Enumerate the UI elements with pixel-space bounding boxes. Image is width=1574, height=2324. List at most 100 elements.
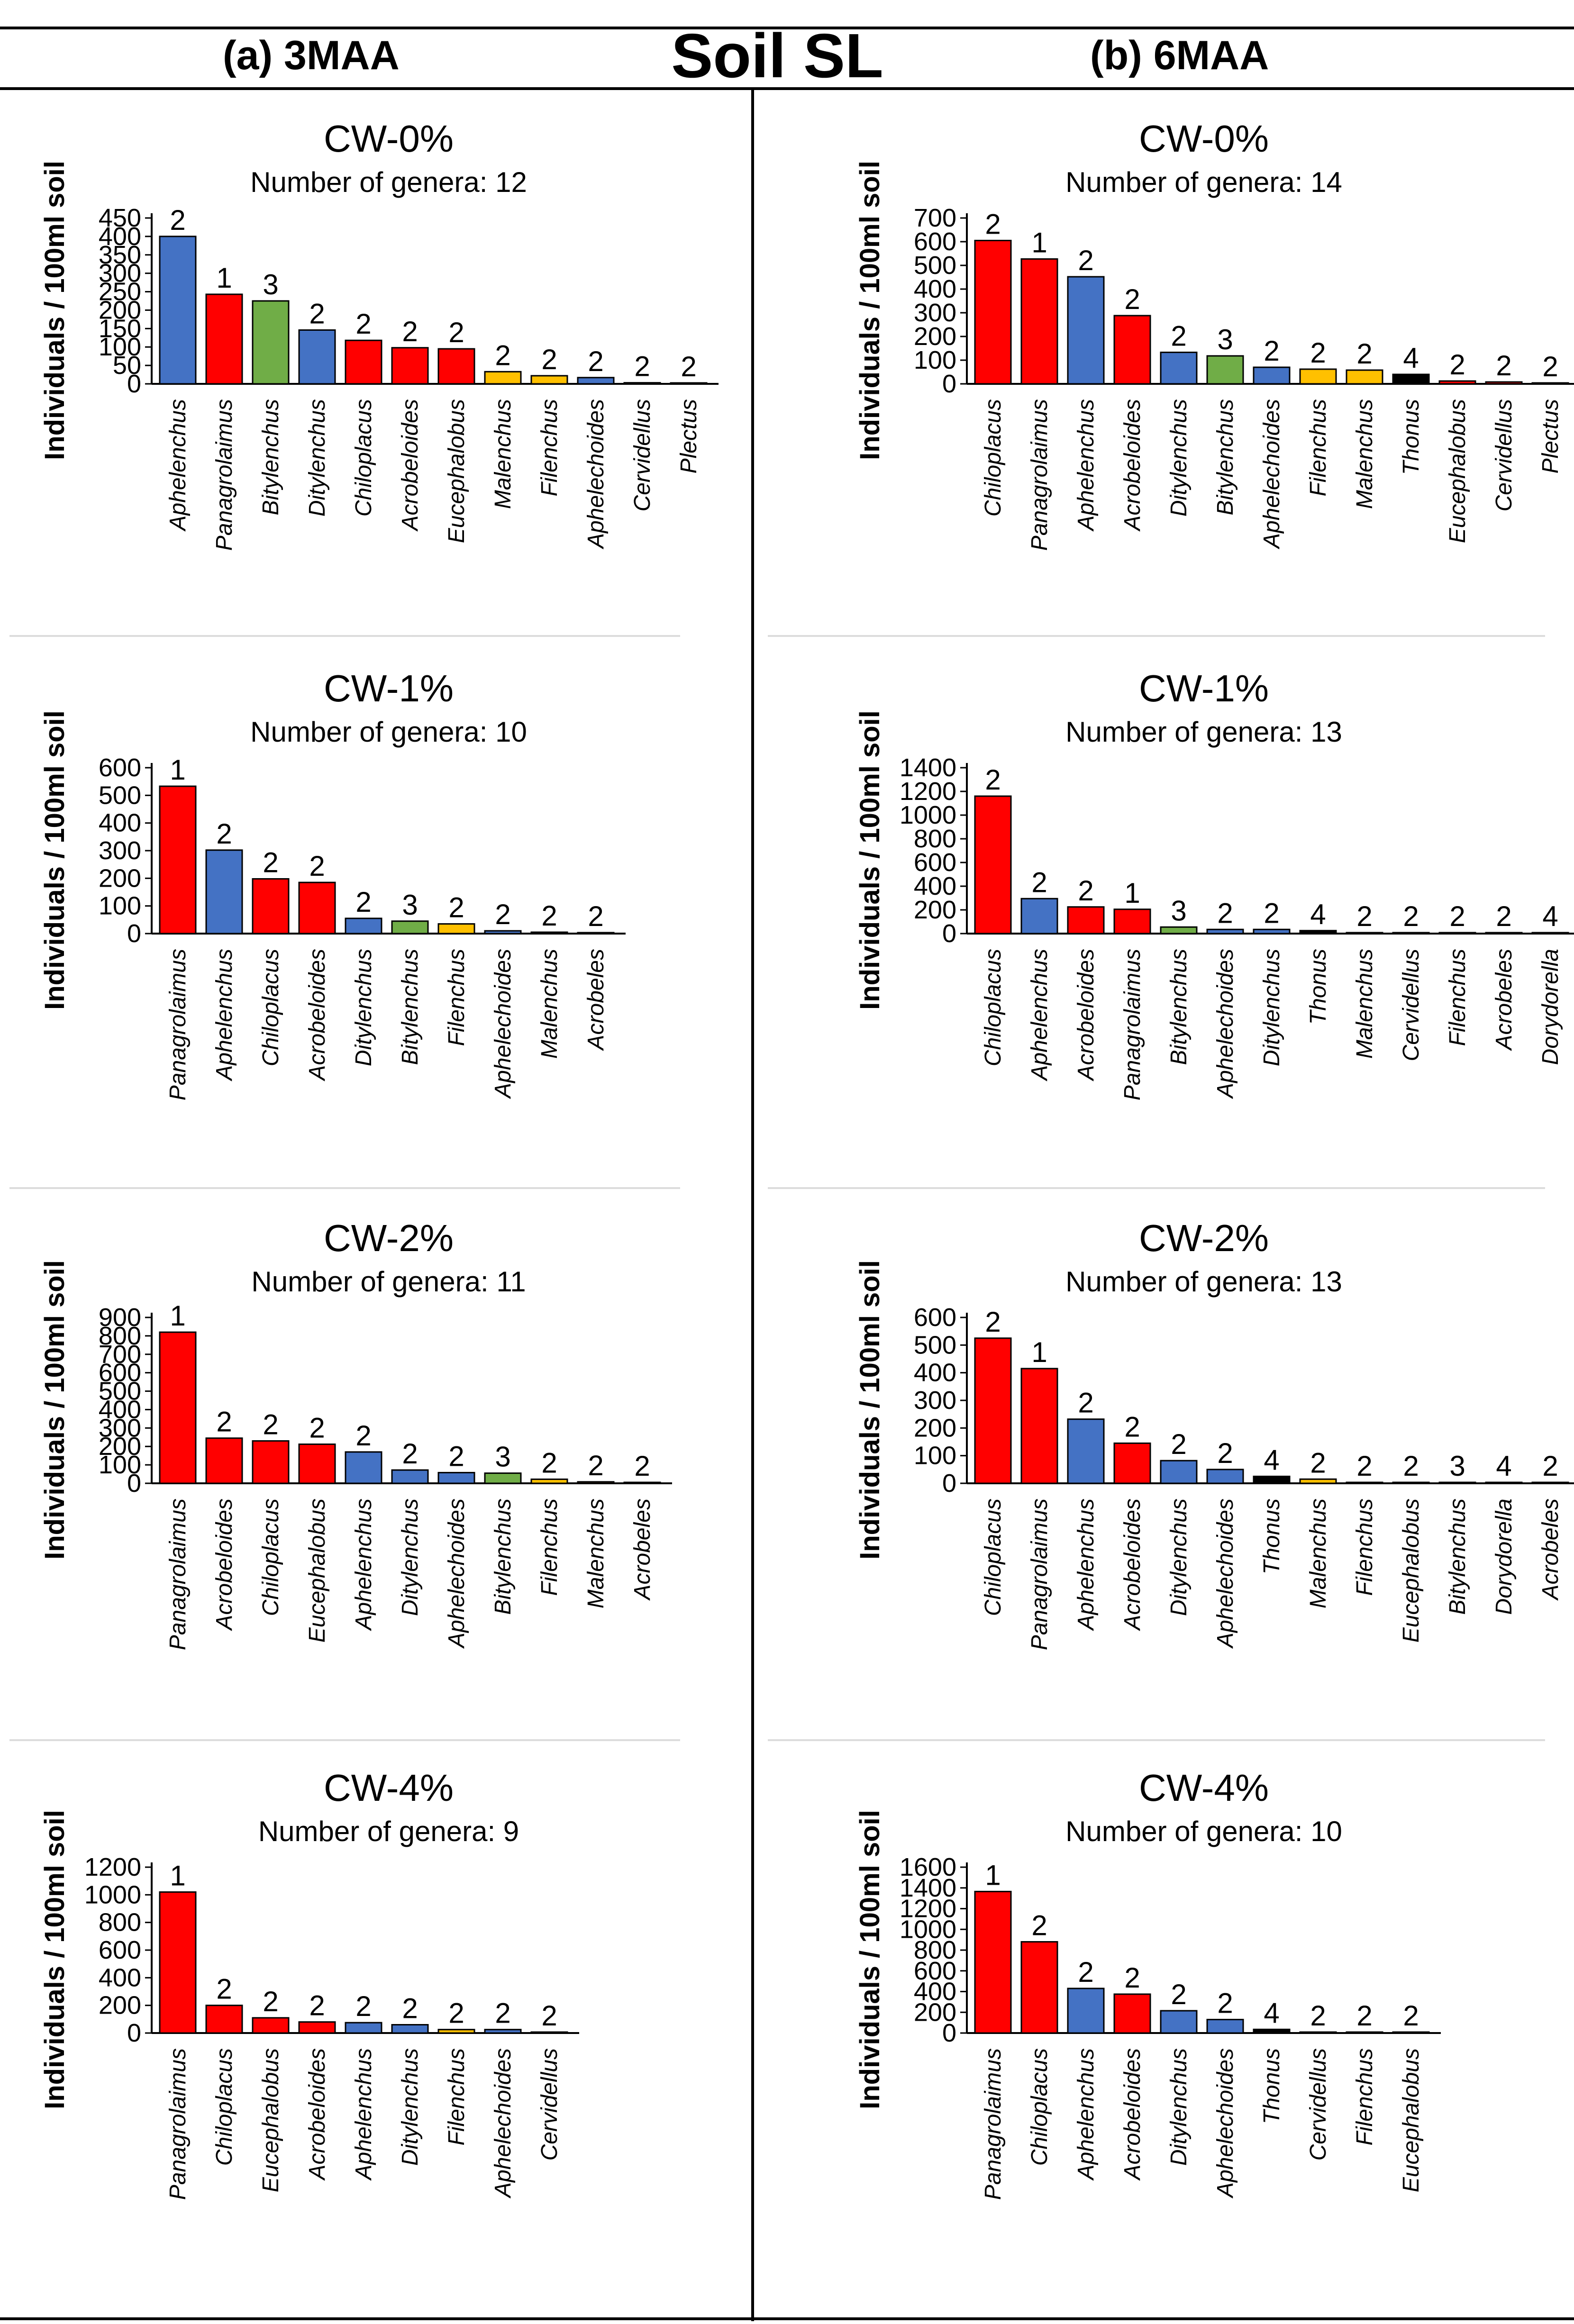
- chart-title: CW-1%: [1139, 667, 1269, 709]
- genera-count: Number of genera: 14: [1065, 166, 1342, 198]
- x-category-label: Aphelenchus: [1074, 2048, 1099, 2181]
- x-category-label: Eucephalobus: [1399, 1498, 1424, 1643]
- bar: [1206, 2019, 1244, 2034]
- bar-data-label: 2: [495, 1997, 510, 2029]
- x-category-label: Filenchus: [537, 399, 562, 496]
- y-tick-label: 800: [914, 1936, 956, 1964]
- bar-data-label: 1: [216, 262, 232, 294]
- x-category-label: Thonus: [1306, 949, 1331, 1025]
- bar: [252, 2017, 290, 2034]
- bar: [530, 375, 568, 385]
- y-tick-label: 150: [99, 314, 141, 343]
- bar-data-label: 2: [402, 1438, 418, 1470]
- bar: [1067, 1988, 1105, 2034]
- y-tick-label: 1200: [84, 1853, 141, 1881]
- bar: [1067, 906, 1105, 935]
- bar: [1020, 1941, 1058, 2034]
- bar-data-label: 2: [634, 1450, 650, 1482]
- bar: [1160, 352, 1198, 385]
- bar: [159, 1891, 197, 2034]
- bar: [1346, 2031, 1383, 2034]
- bar-data-label: 2: [1124, 1411, 1140, 1443]
- y-tick-label: 0: [127, 919, 141, 948]
- y-tick-label: 100: [914, 346, 956, 374]
- bar-data-label: 2: [985, 209, 1001, 240]
- x-category-label: Filenchus: [444, 2048, 469, 2145]
- bar: [1438, 380, 1476, 385]
- bar: [1299, 1478, 1337, 1484]
- bar-data-label: 2: [355, 1420, 371, 1452]
- bar-data-label: 2: [1171, 1428, 1186, 1460]
- bar: [345, 917, 382, 935]
- bar-data-label: 2: [985, 764, 1001, 796]
- chart-title: CW-2%: [324, 1217, 454, 1259]
- x-category-label: Panagrolaimus: [212, 399, 237, 551]
- y-tick-label: 200: [99, 1991, 141, 2020]
- bar-data-label: 2: [1310, 1447, 1326, 1479]
- bar-data-label: 2: [1171, 320, 1186, 352]
- bar-data-label: 2: [402, 1993, 418, 2024]
- bar-data-label: 2: [448, 1440, 464, 1472]
- bar-data-label: 2: [1217, 897, 1233, 929]
- bar-data-label: 2: [1264, 897, 1279, 929]
- bar: [1531, 382, 1569, 385]
- bar: [298, 1443, 336, 1484]
- bar: [437, 1471, 475, 1484]
- top-rule: [0, 27, 1574, 29]
- x-category-label: Aphelenchus: [1027, 949, 1052, 1082]
- x-category-label: Aphelechoides: [444, 1498, 469, 1649]
- bar: [1531, 1481, 1569, 1484]
- x-category-label: Filenchus: [1306, 399, 1331, 496]
- bar: [623, 1481, 661, 1484]
- header-left: (a) 3MAA: [223, 33, 400, 78]
- x-category-label: Panagrolaimus: [165, 1498, 191, 1650]
- bar: [1392, 373, 1430, 385]
- bar: [1392, 1481, 1430, 1484]
- bar: [1206, 1469, 1244, 1484]
- x-category-label: Aphelenchus: [1074, 1498, 1099, 1632]
- bar-data-label: 2: [1078, 1387, 1093, 1419]
- x-category-label: Acrobeles: [630, 1498, 655, 1601]
- x-category-label: Acrobeloides: [1074, 949, 1099, 1082]
- y-tick-label: 200: [914, 1998, 956, 2026]
- header-right: (b) 6MAA: [1090, 33, 1269, 78]
- x-category-label: Cervidellus: [1306, 2048, 1331, 2161]
- y-tick-label: 250: [99, 278, 141, 306]
- row-separator: [768, 1739, 1545, 1741]
- bar-data-label: 3: [402, 889, 418, 921]
- bar: [1020, 898, 1058, 935]
- bar: [1392, 932, 1430, 935]
- x-category-label: Acrobeloides: [398, 399, 423, 532]
- y-tick-label: 200: [914, 896, 956, 924]
- bar-data-label: 2: [1078, 875, 1093, 907]
- bar: [1392, 2031, 1430, 2034]
- bar-data-label: 2: [634, 351, 650, 382]
- x-category-label: Bitylenchus: [258, 399, 283, 515]
- bar-data-label: 2: [1356, 2000, 1372, 2032]
- bar-data-label: 2: [1403, 2000, 1419, 2032]
- y-tick-label: 200: [99, 1432, 141, 1461]
- bar: [1067, 1418, 1105, 1484]
- y-tick-label: 300: [99, 836, 141, 865]
- bar-data-label: 2: [263, 1986, 278, 2017]
- bar-data-label: 2: [216, 818, 232, 850]
- bar-data-label: 2: [1403, 900, 1419, 932]
- bar-data-label: 3: [1449, 1450, 1465, 1482]
- bar: [298, 2021, 336, 2034]
- y-tick-label: 200: [99, 296, 141, 324]
- y-tick-label: 600: [99, 753, 141, 782]
- bar: [1485, 1481, 1523, 1484]
- y-tick-label: 900: [99, 1303, 141, 1332]
- bar-data-label: 2: [541, 2000, 557, 2032]
- y-tick-label: 400: [914, 1359, 956, 1387]
- bar: [484, 1472, 522, 1484]
- bar: [670, 382, 708, 385]
- bar: [1020, 1368, 1058, 1484]
- x-category-label: Bitylenchus: [1166, 949, 1192, 1065]
- x-category-label: Filenchus: [537, 1498, 562, 1596]
- y-tick-label: 600: [914, 227, 956, 256]
- bar: [1299, 2031, 1337, 2034]
- bar: [1113, 315, 1151, 385]
- x-category-label: Chiloplacus: [258, 1498, 283, 1616]
- bar-data-label: 2: [681, 351, 696, 382]
